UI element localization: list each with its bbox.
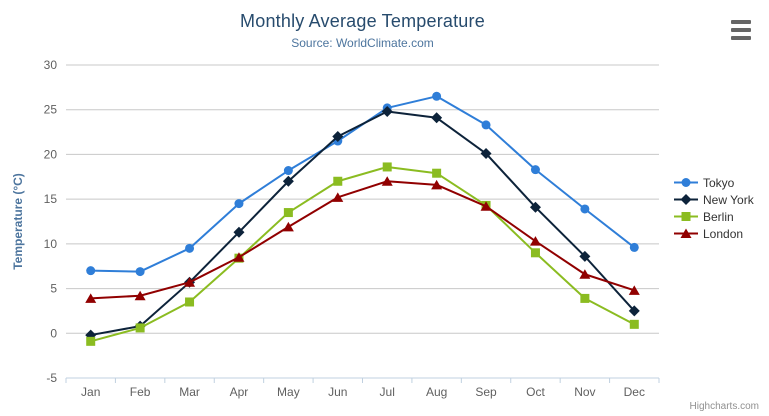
y-axis-label: 0 xyxy=(50,326,57,340)
data-point-marker xyxy=(579,269,591,279)
hamburger-menu-icon xyxy=(731,20,751,24)
x-axis-label: May xyxy=(277,385,300,399)
series-london xyxy=(85,176,640,303)
y-axis-label: 30 xyxy=(44,58,58,72)
x-axis-label: Jan xyxy=(81,385,100,399)
x-axis-label: Aug xyxy=(426,385,447,399)
series-new-york xyxy=(85,106,640,341)
data-point-marker xyxy=(579,250,591,262)
x-axis-label: Nov xyxy=(574,385,595,399)
y-axis-label: 5 xyxy=(50,282,57,296)
legend-item-label: New York xyxy=(703,192,754,207)
legend-item-new-york[interactable]: New York xyxy=(674,191,754,208)
data-point-marker xyxy=(628,305,640,317)
data-point-marker xyxy=(185,297,195,307)
legend-marker-shape xyxy=(681,178,691,187)
data-point-marker xyxy=(382,162,392,172)
legend: Tokyo New York Berlin London xyxy=(674,174,754,242)
y-axis-label: 25 xyxy=(44,103,58,117)
x-axis-label: Sep xyxy=(475,385,497,399)
legend-item-label: London xyxy=(703,226,744,241)
series-line-berlin xyxy=(89,165,636,343)
legend-marker-shape xyxy=(680,228,692,238)
x-axis-label: Mar xyxy=(179,385,200,399)
data-point-marker xyxy=(282,221,294,232)
chart-title: Monthly Average Temperature xyxy=(240,11,485,31)
data-point-marker xyxy=(333,176,343,186)
data-point-marker xyxy=(381,176,393,186)
y-axis-label: 10 xyxy=(44,237,58,251)
data-point-marker xyxy=(233,226,245,238)
data-point-marker xyxy=(233,252,245,262)
legend-item-london[interactable]: London xyxy=(674,225,754,242)
data-point-marker xyxy=(629,319,639,329)
legend-item-tokyo[interactable]: Tokyo xyxy=(674,174,754,191)
data-point-marker xyxy=(480,201,492,211)
data-point-marker xyxy=(480,148,492,160)
data-point-marker xyxy=(283,166,293,176)
data-point-marker xyxy=(432,91,442,101)
x-axis-label: Jun xyxy=(328,385,347,399)
credits-link[interactable]: Highcharts.com xyxy=(689,401,759,412)
data-point-marker xyxy=(86,336,96,346)
data-point-marker xyxy=(86,266,96,276)
legend-marker-shape xyxy=(681,212,691,221)
y-axis-title: Temperature (°C) xyxy=(11,173,25,270)
data-point-marker xyxy=(432,168,442,178)
data-point-marker xyxy=(85,293,97,303)
data-point-marker xyxy=(332,131,344,143)
legend-item-label: Berlin xyxy=(703,209,734,224)
export-menu-button[interactable] xyxy=(731,20,755,40)
hamburger-menu-icon xyxy=(731,28,751,32)
data-point-marker xyxy=(381,106,393,118)
data-point-marker xyxy=(134,290,146,301)
data-point-marker xyxy=(135,267,145,277)
x-axis-label: Oct xyxy=(526,385,545,399)
series-line-new-york xyxy=(89,110,636,337)
x-axis-label: Dec xyxy=(624,385,645,399)
data-point-marker xyxy=(431,112,443,124)
chart-subtitle: Source: WorldClimate.com xyxy=(291,36,434,50)
x-axis-label: Feb xyxy=(130,385,151,399)
data-point-marker xyxy=(135,323,145,333)
data-point-marker xyxy=(529,201,541,213)
data-point-marker xyxy=(530,248,540,258)
data-point-marker xyxy=(580,204,590,214)
data-point-marker xyxy=(431,179,443,190)
series-tokyo xyxy=(86,91,639,277)
data-point-marker xyxy=(530,165,540,175)
data-point-marker xyxy=(481,120,491,130)
data-point-marker xyxy=(332,192,344,202)
y-axis-label: -5 xyxy=(46,371,57,385)
legend-marker-shape xyxy=(680,194,692,205)
y-axis-label: 20 xyxy=(44,147,58,161)
data-point-marker xyxy=(283,208,293,218)
data-point-marker xyxy=(282,175,294,187)
hamburger-menu-icon xyxy=(731,36,751,40)
series-line-london xyxy=(89,180,636,300)
data-point-marker xyxy=(185,243,195,253)
legend-marker-square-icon xyxy=(674,212,698,221)
legend-marker-triangle-icon xyxy=(674,228,698,238)
legend-item-berlin[interactable]: Berlin xyxy=(674,208,754,225)
y-axis-label: 15 xyxy=(44,192,58,206)
x-axis-label: Jul xyxy=(380,385,395,399)
data-point-marker xyxy=(629,242,639,252)
data-point-marker xyxy=(184,277,196,287)
data-point-marker xyxy=(529,236,541,246)
legend-marker-circle-icon xyxy=(674,178,698,187)
data-point-marker xyxy=(628,285,640,295)
series-line-tokyo xyxy=(89,95,636,273)
data-point-marker xyxy=(580,293,590,303)
data-point-marker xyxy=(234,199,244,209)
legend-item-label: Tokyo xyxy=(703,175,735,190)
x-axis-label: Apr xyxy=(230,385,249,399)
legend-marker-diamond-icon xyxy=(674,194,698,205)
